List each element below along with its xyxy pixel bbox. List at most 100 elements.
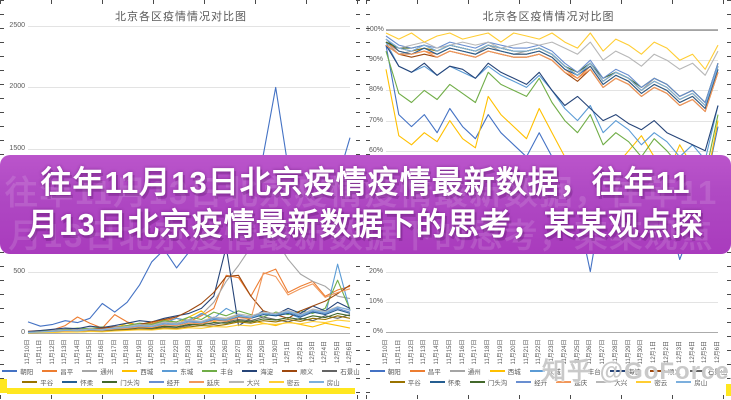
legend-line-swatch: [282, 369, 298, 372]
legend-label: 昌平: [427, 368, 441, 376]
legend-label: 平谷: [40, 379, 54, 387]
legend-label: 丰台: [220, 368, 234, 376]
legend-item-大兴: 大兴: [228, 377, 260, 387]
legend-line-swatch: [469, 380, 485, 383]
gridline: [386, 301, 718, 303]
legend-item-大兴: 大兴: [596, 377, 627, 387]
legend-item-顺义: 顺义: [649, 366, 681, 376]
legend-item-石景山: 石景山: [689, 366, 728, 376]
legend-label: 门头沟: [487, 379, 508, 387]
legend-label: 延庆: [574, 379, 588, 387]
banner-headline: 往年11月13日北京疫情疫情最新数据，往年11 月13日北京疫情最新数据下的思考…: [0, 162, 731, 246]
legend-label: 房山: [326, 379, 340, 387]
watermark: 知乎 @GoForceX: [542, 358, 731, 385]
legend-item-朝阳: 朝阳: [369, 366, 401, 376]
legend-item-昌平: 昌平: [42, 366, 73, 376]
series-line-延庆: [385, 44, 719, 113]
gridline: [28, 148, 350, 150]
y-axis-tick-label: 0%: [372, 328, 383, 335]
legend-line-swatch: [556, 380, 572, 383]
legend-item-东城: 东城: [529, 366, 561, 376]
series-line-房山: [27, 306, 351, 333]
legend-line-swatch: [596, 380, 612, 383]
legend-item-朝阳: 朝阳: [2, 366, 33, 376]
legend-line-swatch: [516, 380, 532, 383]
legend-line-swatch: [228, 380, 244, 383]
legend-label: 怀柔: [447, 379, 461, 387]
legend-line-swatch: [689, 369, 705, 372]
highlight-corner: [726, 384, 731, 396]
legend-item-密云: 密云: [636, 377, 667, 387]
legend-item-延庆: 延庆: [188, 377, 220, 387]
legend-label: 通州: [100, 368, 114, 376]
banner-ghost-text: 往年11月13日北京疫情疫情最新数据，往年11 月13日北京疫情最新数据下的思考…: [4, 174, 719, 254]
legend-row: 平谷 怀柔 门头沟 经开 延庆 大兴 密云 房山: [0, 377, 362, 387]
legend-item-怀柔: 怀柔: [62, 377, 93, 387]
legend-line-swatch: [308, 380, 324, 383]
legend-item-房山: 房山: [308, 377, 340, 387]
legend-label: 海淀: [627, 368, 641, 376]
legend-label: 密云: [654, 379, 668, 387]
legend-line-swatch: [62, 380, 78, 383]
legend-item-通州: 通州: [82, 366, 113, 376]
legend-line-swatch: [449, 369, 465, 372]
legend-label: 昌平: [60, 368, 74, 376]
gridline: [28, 271, 350, 273]
legend-item-西城: 西城: [122, 366, 153, 376]
legend-label: 西城: [507, 368, 521, 376]
legend-line-swatch: [569, 369, 585, 372]
gridline: [386, 150, 718, 152]
legend-line-swatch: [322, 369, 338, 372]
legend-line-swatch: [148, 380, 164, 383]
series-line-密云: [385, 32, 719, 70]
legend-item-海淀: 海淀: [609, 366, 641, 376]
legend-line-swatch: [676, 380, 692, 383]
legend-label: 平谷: [407, 379, 421, 387]
y-axis-tick-label: 60%: [368, 146, 383, 154]
legend-line-swatch: [2, 369, 18, 372]
series-line-怀柔: [385, 38, 719, 110]
legend-line-swatch: [529, 369, 545, 372]
series-line-房山: [385, 38, 719, 107]
legend-label: 延庆: [206, 379, 220, 387]
legend-line-swatch: [42, 369, 58, 372]
legend-row: 朝阳 昌平 通州 西城 东城 丰台 海淀 顺义 石景山: [366, 366, 731, 376]
legend-line-swatch: [609, 369, 625, 372]
legend-item-延庆: 延庆: [556, 377, 587, 387]
ruler-ticks-top: [0, 0, 362, 4]
series-line-通州: [27, 234, 351, 333]
legend-label: 东城: [547, 368, 561, 376]
legend-label: 怀柔: [80, 379, 94, 387]
legend-label: 西城: [140, 368, 154, 376]
legend-line-swatch: [429, 380, 445, 383]
legend-line-swatch: [369, 369, 385, 372]
legend-item-昌平: 昌平: [409, 366, 441, 376]
legend-line-swatch: [389, 380, 405, 383]
gridline: [386, 120, 718, 122]
series-line-海淀: [385, 44, 719, 152]
y-axis-tick-label: 90%: [368, 56, 383, 64]
legend-label: 海淀: [260, 368, 274, 376]
legend-item-经开: 经开: [516, 377, 547, 387]
legend-line-swatch: [636, 380, 652, 383]
legend-label: 顺义: [300, 368, 314, 376]
y-axis-tick-label: 70%: [368, 116, 383, 124]
series-line-经开: [385, 35, 719, 104]
legend-line-swatch: [162, 369, 178, 372]
legend-label: 石景山: [707, 368, 728, 376]
legend-item-密云: 密云: [268, 377, 300, 387]
gridline: [386, 332, 718, 333]
y-axis-tick-label: 1500: [9, 144, 25, 152]
legend-label: 朝阳: [20, 368, 34, 376]
legend-line-swatch: [202, 369, 218, 372]
y-axis-tick-label: 0: [21, 329, 25, 336]
ruler-ticks-top: [366, 0, 731, 4]
legend-label: 经开: [534, 379, 548, 387]
legend-label: 门头沟: [120, 379, 140, 387]
legend-item-西城: 西城: [489, 366, 521, 376]
headline-banner: 往年11月13日北京疫情疫情最新数据，往年11 月13日北京疫情最新数据下的思考…: [0, 155, 731, 254]
y-axis-tick-label: 2500: [9, 22, 25, 29]
legend-item-门头沟: 门头沟: [102, 377, 140, 387]
highlight-strip: [7, 388, 355, 394]
